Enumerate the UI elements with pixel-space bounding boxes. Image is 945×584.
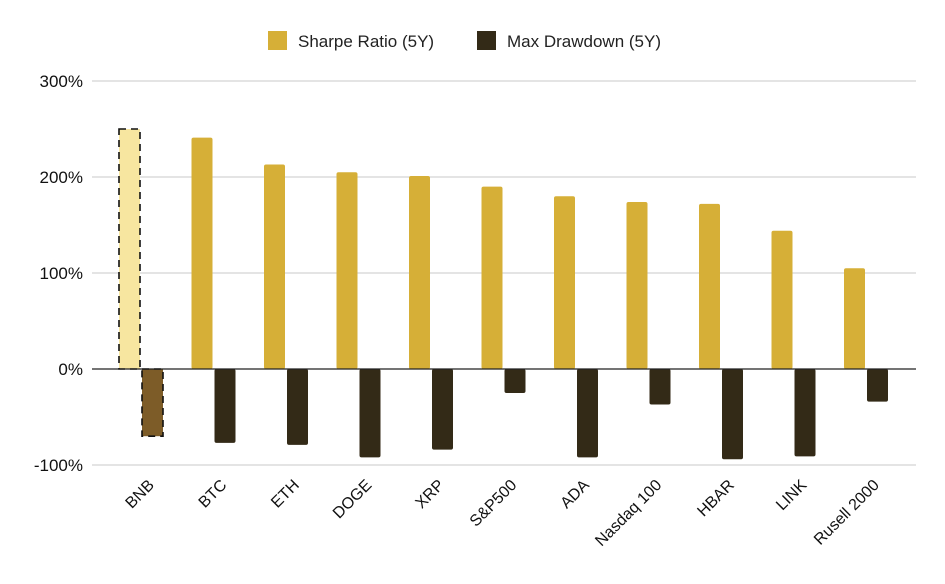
x-tick-label: BNB <box>123 477 158 512</box>
bar-drawdown-btc <box>214 369 236 443</box>
x-tick-label: Rusell 2000 <box>811 477 883 549</box>
x-tick-label: ETH <box>268 477 303 512</box>
x-tick-label: DOGE <box>330 477 375 522</box>
y-tick-label: 300% <box>40 72 83 91</box>
x-axis-labels: BNB BTC ETH DOGE XRP S&P500 ADA Nasdaq 100 HBAR L… <box>123 477 883 550</box>
bar-sharpe-link <box>771 230 793 369</box>
bars <box>118 128 888 460</box>
legend-swatch <box>477 31 496 50</box>
bar-sharpe-s-p500 <box>481 186 503 369</box>
y-tick-label: 0% <box>58 360 83 379</box>
legend-label: Sharpe Ratio (5Y) <box>298 32 434 51</box>
bar-sharpe-hbar <box>699 203 720 369</box>
bar-drawdown-doge <box>359 369 381 458</box>
x-tick-label: HBAR <box>694 477 737 520</box>
bar-sharpe-eth <box>264 164 285 369</box>
legend-swatch <box>268 31 287 50</box>
y-tick-label: -100% <box>34 456 83 475</box>
bar-drawdown-eth <box>287 369 308 445</box>
bar-drawdown-xrp <box>432 369 453 450</box>
bar-drawdown-bnb <box>141 368 164 437</box>
bar-sharpe-rusell-2000 <box>844 268 865 369</box>
bar-sharpe-xrp <box>409 176 430 369</box>
bar-drawdown-rusell-2000 <box>867 369 888 402</box>
bar-drawdown-ada <box>577 369 598 458</box>
x-tick-label: ADA <box>558 477 594 513</box>
bar-sharpe-doge <box>336 172 358 369</box>
bar-drawdown-hbar <box>722 369 743 460</box>
bar-sharpe-btc <box>191 137 213 369</box>
legend-label: Max Drawdown (5Y) <box>507 32 661 51</box>
legend: Sharpe Ratio (5Y) Max Drawdown (5Y) <box>268 31 661 51</box>
y-axis-ticks: -100% 0% 100% 200% 300% <box>34 72 83 475</box>
x-tick-label: LINK <box>773 477 810 514</box>
y-tick-label: 100% <box>40 264 83 283</box>
bar-drawdown-s-p500 <box>504 369 526 393</box>
x-tick-label: XRP <box>413 477 448 512</box>
bar-drawdown-link <box>794 369 816 457</box>
bar-drawdown-nasdaq-100 <box>649 369 671 405</box>
x-tick-label: BTC <box>196 477 231 512</box>
y-tick-label: 200% <box>40 168 83 187</box>
bar-sharpe-nasdaq-100 <box>626 201 648 369</box>
bar-sharpe-ada <box>554 196 575 369</box>
x-tick-label: S&P500 <box>467 477 521 531</box>
x-tick-label: Nasdaq 100 <box>592 477 665 550</box>
bar-sharpe-bnb <box>118 128 141 370</box>
